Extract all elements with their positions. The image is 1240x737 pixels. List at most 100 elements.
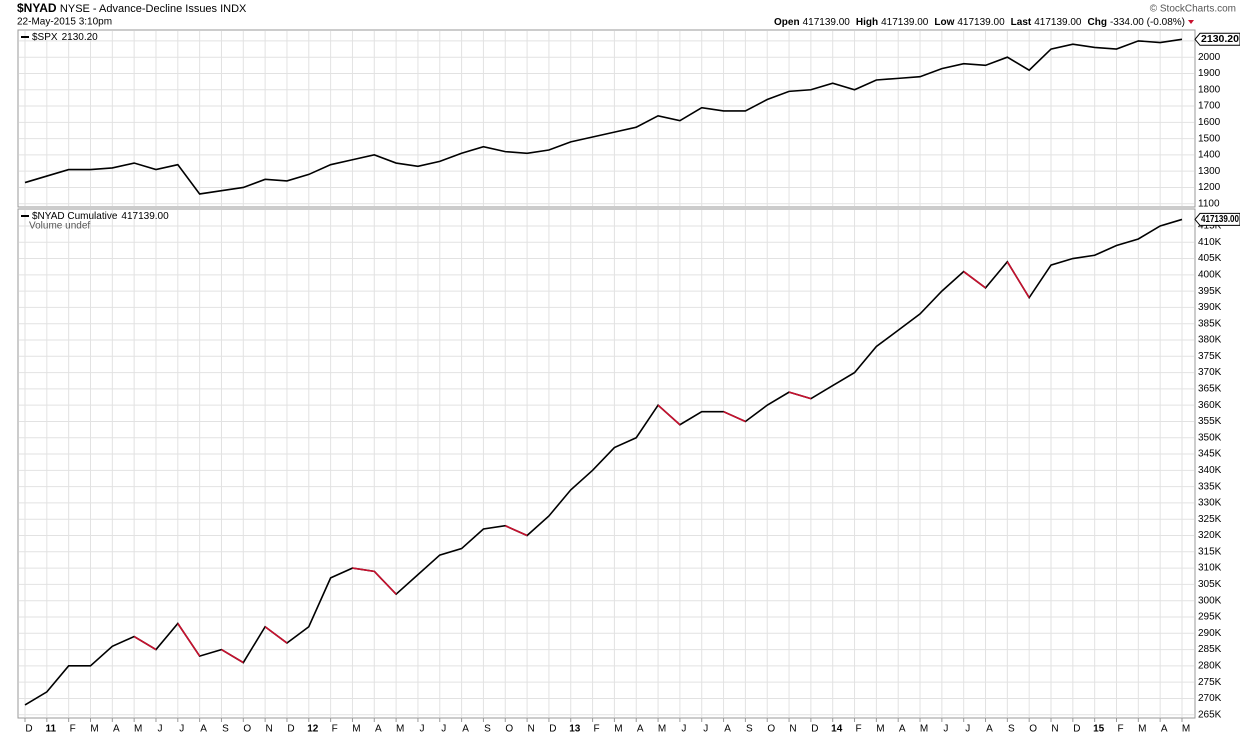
y-tick-label: 320K [1198,530,1222,541]
y-tick-label: 280K [1198,661,1222,672]
y-tick-label: 365K [1198,384,1222,395]
x-tick-label: A [375,724,382,735]
x-tick-label: N [789,724,796,735]
decline-segment [657,404,681,426]
x-tick-label: F [594,724,600,735]
y-tick-label: 355K [1198,416,1222,427]
decline-segment [1006,261,1030,299]
y-tick-label: 300K [1198,595,1222,606]
quote-label: Low [934,17,954,28]
x-tick-label: O [243,724,251,735]
quote-label: Last [1011,17,1032,28]
y-tick-label: 380K [1198,335,1222,346]
y-tick-label: 395K [1198,286,1222,297]
last-label: 417139.00 [1201,214,1239,225]
x-tick-label: M [920,724,928,735]
x-tick-label: D [25,724,32,735]
y-tick-label: 345K [1198,449,1222,460]
legend-entry: $NYAD Cumulative 417139.00 [32,211,169,222]
y-tick-label: 285K [1198,644,1222,655]
quote-value: 417139.00 [957,17,1005,28]
y-tick-label: 350K [1198,432,1222,443]
legend-entry: $SPX 2130.20 [32,32,98,43]
y-tick-label: 275K [1198,677,1222,688]
x-tick-label: S [484,724,491,735]
x-tick-label: D [811,724,818,735]
y-tick-label: 305K [1198,579,1222,590]
x-tick-label: M [134,724,142,735]
x-tick-label: 12 [307,724,319,735]
decline-segment [264,626,288,644]
y-tick-label: 375K [1198,351,1222,362]
x-tick-label: J [419,724,424,735]
y-tick-label: 415K [1198,221,1222,232]
x-tick-label: 14 [831,724,843,735]
last-label: 2130.20 [1201,34,1239,45]
quote-value: -334.00 (-0.08%) [1110,17,1185,28]
y-tick-label: 330K [1198,498,1222,509]
y-tick-label: 340K [1198,465,1222,476]
x-tick-label: A [462,724,469,735]
y-tick-label: 385K [1198,318,1222,329]
x-tick-label: N [266,724,273,735]
decline-segment [352,567,375,573]
y-tick-label: 1400 [1198,150,1221,161]
y-tick-label: 270K [1198,693,1222,704]
x-tick-label: A [113,724,120,735]
y-tick-label: 1700 [1198,101,1221,112]
y-tick-label: 405K [1198,253,1222,264]
legend-last: 417139.00 [121,211,169,222]
decline-segment [177,623,201,657]
x-tick-label: J [681,724,686,735]
x-tick-label: D [287,724,294,735]
quote-label: Chg [1088,17,1107,28]
last-box [1194,32,1240,46]
top-panel [17,29,1196,208]
quote-value: 417139.00 [881,17,929,28]
y-tick-label: 325K [1198,514,1222,525]
x-tick-label: J [441,724,446,735]
y-tick-label: 315K [1198,546,1222,557]
x-tick-label: N [527,724,534,735]
y-tick-label: 1900 [1198,68,1221,79]
x-tick-label: 13 [569,724,581,735]
decline-segment [504,525,528,537]
quote-label: Open [774,17,800,28]
quote: Open 417139.00 High 417139.00 Low 417139.00 La… [774,17,1185,28]
x-tick-label: O [1029,724,1037,735]
x-tick-label: A [986,724,993,735]
x-tick-label: M [90,724,98,735]
name: NYSE - Advance-Decline Issues INDX [60,3,247,15]
y-tick-label: 295K [1198,612,1222,623]
y-tick-label: 1300 [1198,166,1221,177]
y-tick-label: 265K [1198,709,1222,720]
decline-segment [373,570,397,595]
decline-segment [133,635,157,651]
x-tick-label: M [876,724,884,735]
x-tick-label: A [637,724,644,735]
x-tick-label: J [965,724,970,735]
y-tick-label: 370K [1198,367,1222,378]
y-tick-label: 390K [1198,302,1222,313]
y-tick-label: 360K [1198,400,1222,411]
x-tick-label: 15 [1093,724,1105,735]
source: © StockCharts.com [1150,4,1236,15]
symbol: $NYAD [17,1,57,15]
y-tick-label: 1800 [1198,84,1221,95]
y-tick-label: 1500 [1198,133,1221,144]
x-tick-label: J [179,724,184,735]
x-tick-label: M [352,724,360,735]
date: 22-May-2015 3:10pm [17,17,112,28]
x-tick-label: O [505,724,513,735]
x-tick-label: S [222,724,229,735]
x-tick-label: M [658,724,666,735]
x-tick-label: J [703,724,708,735]
decline-segment [788,391,812,400]
y-tick-label: 400K [1198,269,1222,280]
x-tick-label: J [943,724,948,735]
last-box [1194,212,1240,226]
down-arrow [1188,20,1194,24]
decline-segment [723,410,746,423]
bottom-panel [17,208,1196,719]
